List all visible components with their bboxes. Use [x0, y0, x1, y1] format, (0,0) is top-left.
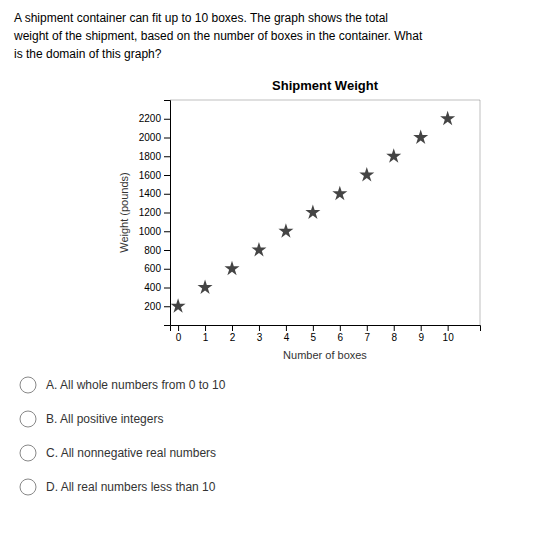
point [332, 186, 347, 200]
tick: 2 [230, 325, 236, 343]
tick-label: 1600 [139, 170, 162, 181]
tick: 2000 [139, 132, 170, 143]
tick: 400 [144, 282, 170, 293]
tick: 1800 [139, 151, 170, 162]
tick: 1200 [139, 207, 170, 218]
tick-mark [340, 325, 341, 331]
y-axis: 200 400 600 800 1000 1200 1400 1600 1800 2000 2200 [139, 101, 171, 326]
tick: 1400 [139, 188, 170, 199]
tick-label: 800 [144, 245, 161, 256]
point [440, 111, 455, 125]
tick-label: 10 [443, 332, 455, 343]
tick-mark [421, 325, 422, 331]
tick-mark [394, 325, 395, 331]
tick: 6 [338, 325, 344, 343]
tick-mark [259, 325, 260, 331]
tick: 1 [203, 325, 209, 343]
chart-canvas: A shipment container can fit up to 10 bo… [0, 0, 542, 534]
choice-text: D. All real numbers less than 10 [46, 480, 216, 494]
tick: 8 [391, 325, 397, 343]
axis-line [171, 326, 481, 332]
tick-label: 2000 [139, 132, 162, 143]
tick-label: 3 [257, 332, 263, 343]
tick-mark [313, 325, 314, 331]
tick-label: 1400 [139, 188, 162, 199]
tick-label: 1 [203, 332, 209, 343]
choice-text: B. All positive integers [46, 412, 163, 426]
tick-mark [286, 325, 287, 331]
tick-mark [448, 325, 449, 331]
point [171, 298, 186, 312]
tick-label: 4 [284, 332, 290, 343]
tick-mark [232, 325, 233, 331]
choice-text: C. All nonnegative real numbers [46, 446, 216, 460]
tick: 0 [176, 325, 182, 343]
tick-label: 1200 [139, 207, 162, 218]
tick: 4 [284, 325, 290, 343]
tick-mark [178, 325, 179, 331]
point [278, 223, 293, 237]
tick-mark [164, 269, 170, 270]
plot-frame [170, 100, 480, 325]
tick: 10 [443, 325, 455, 343]
tick-label: 8 [391, 332, 397, 343]
point [224, 261, 239, 275]
tick-label: 1800 [139, 151, 162, 162]
point [251, 242, 266, 256]
tick-label: 400 [144, 282, 161, 293]
tick-mark [164, 250, 170, 251]
tick-mark [164, 175, 170, 176]
tick: 800 [144, 245, 170, 256]
tick-mark [164, 156, 170, 157]
tick-mark [205, 325, 206, 331]
tick: 2200 [139, 113, 170, 124]
point [359, 167, 374, 181]
tick-mark [164, 213, 170, 214]
tick: 9 [418, 325, 424, 343]
tick-mark [164, 288, 170, 289]
question-text: weight of the shipment, based on the num… [13, 29, 423, 43]
y-axis-label: Weight (pounds) [118, 172, 130, 253]
tick-label: 6 [338, 332, 344, 343]
point [386, 148, 401, 162]
tick-label: 600 [144, 263, 161, 274]
tick: 1000 [139, 226, 170, 237]
question-text: is the domain of this graph? [14, 47, 162, 61]
tick-label: 1000 [139, 226, 162, 237]
tick-mark [164, 231, 170, 232]
axis-line [164, 101, 171, 326]
radio-circle [20, 411, 36, 427]
choice-text: A. All whole numbers from 0 to 10 [46, 378, 226, 392]
chart-title: Shipment Weight [272, 78, 379, 93]
tick-label: 7 [365, 332, 371, 343]
tick-mark [164, 306, 170, 307]
tick: 1600 [139, 170, 170, 181]
points [171, 111, 456, 313]
tick-label: 9 [418, 332, 424, 343]
tick-mark [164, 138, 170, 139]
point [413, 130, 428, 144]
tick: 3 [257, 325, 263, 343]
x-axis: 0 1 2 3 4 5 6 7 8 9 10 [171, 325, 481, 343]
tick: 7 [365, 325, 371, 343]
tick-label: 0 [176, 332, 182, 343]
tick-label: 5 [311, 332, 317, 343]
x-axis-label: Number of boxes [283, 349, 367, 361]
tick-mark [164, 119, 170, 120]
radio-circle [20, 377, 36, 393]
radio-circle [20, 445, 36, 461]
tick-label: 2 [230, 332, 236, 343]
tick-mark [164, 194, 170, 195]
tick: 600 [144, 263, 170, 274]
tick: 200 [144, 301, 170, 312]
tick-label: 2200 [139, 113, 162, 124]
point [198, 280, 213, 294]
point [305, 205, 320, 219]
tick-mark [367, 325, 368, 331]
radio-circle [20, 479, 36, 495]
tick: 5 [311, 325, 317, 343]
question-text: A shipment container can fit up to 10 bo… [14, 11, 388, 25]
tick-label: 200 [144, 301, 161, 312]
